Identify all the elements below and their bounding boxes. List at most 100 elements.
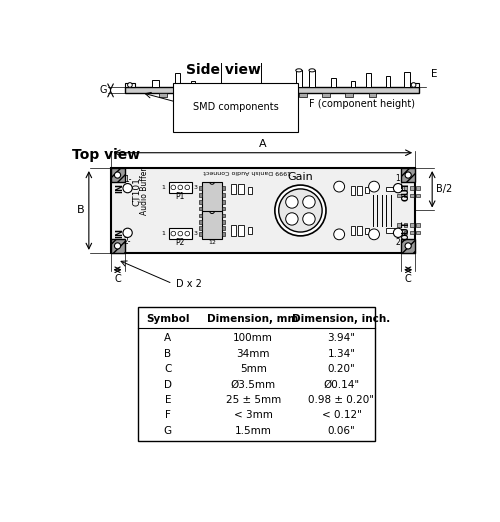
Bar (410, 194, 414, 197)
Text: OUT: OUT (402, 182, 410, 201)
Bar (191, 81, 194, 87)
Circle shape (303, 196, 315, 208)
Text: IN: IN (116, 183, 124, 193)
Text: Audio Buffer: Audio Buffer (140, 168, 149, 215)
Bar (404, 72, 410, 87)
Bar (110, 239, 124, 253)
Bar (296, 70, 302, 87)
Bar (322, 93, 330, 97)
Text: 1: 1 (396, 174, 400, 183)
Bar (199, 232, 202, 236)
Circle shape (185, 231, 190, 236)
Circle shape (334, 229, 344, 240)
Text: 0.20": 0.20" (328, 364, 355, 374)
Text: F (component height): F (component height) (309, 99, 415, 109)
Circle shape (394, 184, 402, 193)
Bar (230, 225, 236, 236)
Circle shape (286, 213, 298, 225)
Text: A: A (259, 139, 266, 149)
Text: B: B (78, 206, 85, 216)
Circle shape (368, 229, 380, 240)
Ellipse shape (296, 69, 302, 72)
Bar (199, 207, 202, 210)
Bar (404, 194, 407, 197)
Bar (138, 307, 375, 442)
Text: B/2: B/2 (436, 184, 452, 194)
Text: Side view: Side view (186, 63, 262, 77)
Bar (222, 220, 225, 223)
Bar (365, 186, 368, 193)
Text: 1.5mm: 1.5mm (234, 426, 272, 436)
Bar (351, 186, 356, 195)
Circle shape (394, 228, 402, 238)
Text: Symbol: Symbol (146, 314, 190, 324)
Bar (386, 228, 395, 233)
Bar (351, 226, 356, 235)
Text: B: B (164, 349, 172, 359)
Text: 1.34": 1.34" (328, 349, 355, 359)
Text: P1: P1 (176, 192, 185, 201)
Bar (309, 70, 315, 87)
Bar (332, 78, 336, 87)
Text: 1: 1 (162, 231, 166, 236)
Circle shape (275, 185, 326, 236)
Text: 1999 Danish Audio Connect: 1999 Danish Audio Connect (204, 170, 291, 174)
Text: Ø0.14": Ø0.14" (324, 379, 360, 389)
Text: OUT: OUT (402, 220, 410, 240)
Bar (175, 74, 180, 87)
Circle shape (123, 184, 132, 193)
Bar (346, 93, 353, 97)
Bar (222, 213, 225, 217)
Bar (168, 182, 192, 193)
Circle shape (185, 185, 190, 189)
Bar (248, 186, 252, 194)
Bar (401, 168, 415, 182)
Bar (416, 194, 420, 197)
Text: 12: 12 (208, 240, 216, 245)
Text: G: G (100, 86, 108, 96)
Text: Dimension, mm: Dimension, mm (208, 314, 299, 324)
Circle shape (411, 82, 416, 87)
Circle shape (405, 172, 411, 178)
Bar (410, 223, 414, 227)
Text: 3: 3 (194, 231, 198, 236)
Text: 25 ± 5mm: 25 ± 5mm (226, 395, 281, 405)
Bar (410, 186, 414, 189)
Bar (179, 93, 186, 97)
Bar (222, 207, 225, 210)
Circle shape (178, 231, 182, 236)
Bar (408, 82, 419, 87)
Text: 0.06": 0.06" (328, 426, 355, 436)
Text: Ø3.5mm: Ø3.5mm (230, 379, 276, 389)
Circle shape (303, 213, 315, 225)
Bar (401, 239, 415, 253)
Bar (276, 93, 283, 97)
Bar (202, 93, 210, 97)
Bar (398, 231, 401, 234)
Bar (309, 70, 315, 87)
Bar (398, 223, 401, 227)
Bar (199, 213, 202, 217)
Text: Top view: Top view (72, 148, 140, 162)
Text: 34mm: 34mm (236, 349, 270, 359)
Text: IN: IN (116, 228, 124, 238)
Circle shape (123, 228, 132, 238)
Text: C: C (164, 364, 172, 374)
Circle shape (171, 185, 175, 189)
Bar (199, 226, 202, 230)
Bar (366, 74, 372, 87)
Text: 100mm: 100mm (233, 334, 273, 343)
Bar (222, 232, 225, 236)
Bar (222, 226, 225, 230)
Circle shape (334, 181, 344, 192)
Text: SMD components: SMD components (192, 102, 278, 112)
Bar (238, 184, 244, 194)
Text: 1: 1 (162, 185, 166, 190)
Bar (110, 168, 124, 182)
Bar (248, 227, 252, 234)
Bar (199, 200, 202, 204)
Text: < 3mm: < 3mm (234, 410, 272, 420)
Text: 0.98 ± 0.20": 0.98 ± 0.20" (308, 395, 374, 405)
Text: C: C (405, 275, 411, 284)
Bar (252, 93, 260, 97)
